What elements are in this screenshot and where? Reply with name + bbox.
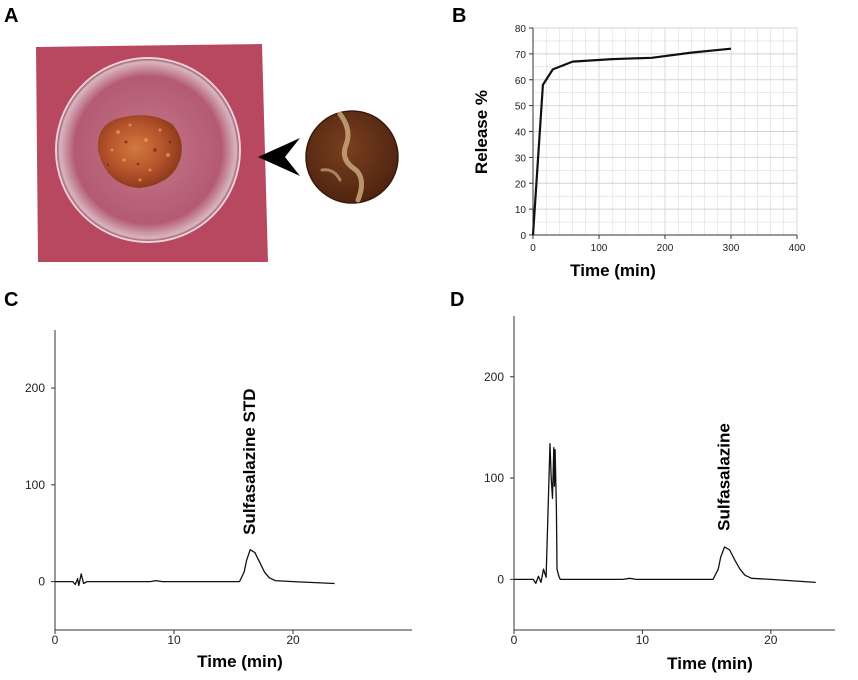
powder-dark-specks (106, 140, 172, 167)
x-tick-label: 20 (764, 633, 778, 647)
y-tick-label: 200 (484, 370, 504, 384)
compressed-tablet (305, 110, 399, 204)
y-tick-label: 50 (515, 102, 527, 113)
x-tick-label: 0 (511, 633, 518, 647)
chart-b: 0 10 20 30 40 50 60 70 80 0 100 200 300 400 Time (min)… (472, 24, 806, 280)
y-tick-label: 0 (497, 572, 504, 586)
y-tick-label: 30 (515, 153, 527, 164)
panel-label-b: B (452, 5, 466, 27)
x-tick-label: 10 (636, 633, 650, 647)
x-tick-label: 400 (789, 243, 806, 254)
y-tick-label: 200 (25, 381, 45, 395)
series-line-release (531, 47, 732, 236)
x-tick-label: 300 (723, 243, 740, 254)
x-axis-title: Time (min) (667, 654, 753, 673)
y-axis-title: Release % (472, 90, 491, 174)
y-tick-label: 20 (515, 179, 527, 190)
y-tick-label: 70 (515, 50, 527, 61)
panel-label-d: D (450, 289, 464, 311)
tablet-crack (337, 111, 364, 203)
peak-annotation: Sulfasalazine STD (240, 388, 259, 534)
x-axis-title: Time (min) (197, 652, 283, 671)
y-tick-label: 10 (515, 205, 527, 216)
powder-texture (110, 123, 170, 182)
y-tick-label: 100 (25, 478, 45, 492)
y-tick-label: 60 (515, 76, 527, 87)
panel-label-c: C (4, 289, 18, 311)
peak-annotation: Sulfasalazine (714, 423, 733, 531)
y-tick-label: 100 (484, 471, 504, 485)
y-tick-label: 40 (515, 128, 527, 139)
series-line-sample (514, 442, 816, 585)
series-line-sulfasalazine-std (55, 549, 335, 587)
arrowhead-icon (258, 138, 300, 176)
x-tick-label: 100 (591, 243, 608, 254)
y-tick-label: 0 (38, 575, 45, 589)
x-tick-label: 0 (52, 633, 59, 647)
x-tick-label: 10 (167, 633, 181, 647)
panel-a-photo (36, 44, 399, 262)
chart-d: 0 100 200 0 10 20 Time (min) Sulfasalazine (484, 316, 835, 673)
x-tick-label: 200 (657, 243, 674, 254)
panel-label-a: A (4, 5, 18, 27)
x-axis-title: Time (min) (570, 261, 656, 280)
x-tick-label: 0 (530, 243, 536, 254)
y-tick-label: 80 (515, 24, 527, 35)
x-tick-label: 20 (286, 633, 300, 647)
y-tick-label: 0 (520, 231, 526, 242)
